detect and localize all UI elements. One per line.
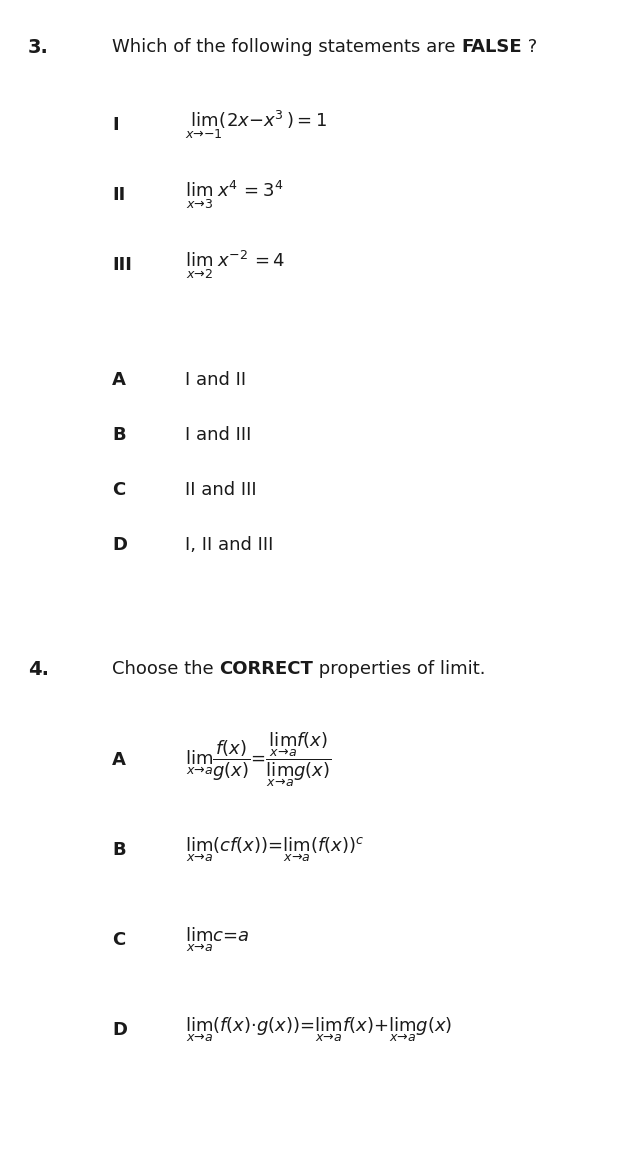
- Text: II: II: [112, 186, 125, 203]
- Text: C: C: [112, 931, 125, 949]
- Text: A: A: [112, 751, 126, 769]
- Text: I, II and III: I, II and III: [185, 536, 273, 554]
- Text: $\lim_{x\to a}(f(x){\cdot}g(x))=\lim_{x\to a}f(x)+\lim_{x\to a}g(x)$: $\lim_{x\to a}(f(x){\cdot}g(x))=\lim_{x\…: [185, 1016, 452, 1044]
- Text: 3.: 3.: [28, 38, 49, 56]
- Text: CORRECT: CORRECT: [219, 660, 313, 679]
- Text: D: D: [112, 536, 127, 554]
- Text: ?: ?: [522, 38, 537, 56]
- Text: 4.: 4.: [28, 660, 49, 679]
- Text: FALSE: FALSE: [461, 38, 522, 56]
- Text: A: A: [112, 370, 126, 389]
- Text: $\lim_{x\to a}\dfrac{f(x)}{g(x)}=\dfrac{\lim_{x\to a}f(x)}{\lim_{x\to a}g(x)}$: $\lim_{x\to a}\dfrac{f(x)}{g(x)}=\dfrac{…: [185, 730, 332, 789]
- Text: properties of limit.: properties of limit.: [313, 660, 486, 679]
- Text: II and III: II and III: [185, 481, 257, 499]
- Text: $\lim_{x\to 2}\; x^{-2}=4$: $\lim_{x\to 2}\; x^{-2}=4$: [185, 248, 285, 281]
- Text: I: I: [112, 116, 118, 134]
- Text: $\lim_{x\to a}(cf(x))=\lim_{x\to a}(f(x))^{c}$: $\lim_{x\to a}(cf(x))=\lim_{x\to a}(f(x)…: [185, 836, 364, 864]
- Text: B: B: [112, 841, 125, 858]
- Text: I and III: I and III: [185, 426, 252, 445]
- Text: C: C: [112, 481, 125, 499]
- Text: B: B: [112, 426, 125, 445]
- Text: $\lim_{x\to 3}\; x^{4}=3^{4}$: $\lim_{x\to 3}\; x^{4}=3^{4}$: [185, 179, 283, 212]
- Text: $\lim_{x\to -1}\!(2x-x^{3})=1$: $\lim_{x\to -1}\!(2x-x^{3})=1$: [185, 108, 327, 141]
- Text: D: D: [112, 1021, 127, 1040]
- Text: $\lim_{x\to a} c=a$: $\lim_{x\to a} c=a$: [185, 926, 249, 954]
- Text: Which of the following statements are: Which of the following statements are: [112, 38, 461, 56]
- Text: I and II: I and II: [185, 370, 246, 389]
- Text: Choose the: Choose the: [112, 660, 219, 679]
- Text: III: III: [112, 256, 132, 274]
